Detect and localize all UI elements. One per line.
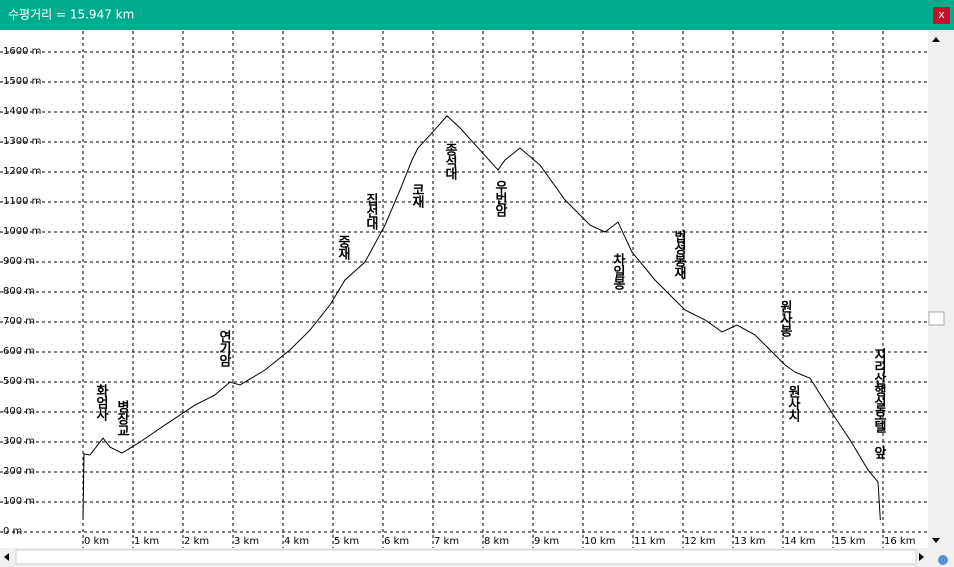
x-tick-label: 2 km: [184, 536, 209, 547]
y-tick-label: 400 m: [3, 406, 35, 417]
y-tick-label: 500 m: [3, 376, 35, 387]
scroll-thumb[interactable]: [928, 311, 945, 326]
x-tick-label: 7 km: [434, 536, 459, 547]
scroll-right[interactable]: [919, 553, 924, 561]
y-tick-label: 0 m: [3, 526, 22, 537]
x-tick-label: 14 km: [784, 536, 815, 547]
x-tick-label: 16 km: [884, 536, 915, 547]
y-tick-label: 200 m: [3, 466, 35, 477]
annotation: 집선대: [363, 193, 378, 229]
y-tick-label: 1000 m: [3, 226, 41, 237]
y-tick-label: 1200 m: [3, 166, 41, 177]
y-tick-label: 1300 m: [3, 136, 41, 147]
annotation: 연기암: [216, 330, 231, 366]
y-tick-label: 900 m: [3, 256, 35, 267]
annotation: 병장교: [114, 400, 129, 436]
annotation: 종석대: [442, 143, 457, 179]
scroll-up[interactable]: [932, 37, 940, 42]
scroll-left[interactable]: [4, 553, 9, 561]
x-tick-label: 15 km: [834, 536, 865, 547]
x-tick-label: 6 km: [384, 536, 409, 547]
scroll-down[interactable]: [932, 538, 940, 543]
y-tick-label: 600 m: [3, 346, 35, 357]
window-title: 수평거리 = 15.947 km: [8, 8, 134, 22]
annotation: 화엄사: [93, 384, 108, 420]
x-tick-label: 0 km: [84, 536, 109, 547]
annotation: 법성봉재: [671, 230, 686, 278]
scroll-track: [15, 549, 917, 565]
y-tick-label: 100 m: [3, 496, 35, 507]
y-tick-label: 1100 m: [3, 196, 41, 207]
x-tick-label: 8 km: [484, 536, 509, 547]
x-tick-label: 12 km: [684, 536, 715, 547]
corner-icon: [938, 555, 948, 565]
close-label: x: [938, 8, 945, 21]
x-tick-label: 9 km: [534, 536, 559, 547]
x-tick-label: 5 km: [334, 536, 359, 547]
x-tick-label: 11 km: [634, 536, 665, 547]
y-tick-label: 300 m: [3, 436, 35, 447]
annotation: 원사치: [785, 385, 800, 421]
annotation: 코재: [409, 183, 424, 207]
x-tick-label: 1 km: [134, 536, 159, 547]
y-tick-label: 1400 m: [3, 106, 41, 117]
close-button[interactable]: [933, 7, 950, 24]
x-tick-label: 10 km: [584, 536, 615, 547]
y-tick-label: 700 m: [3, 316, 35, 327]
annotation: 중재: [335, 235, 350, 259]
y-tick-label: 1600 m: [3, 46, 41, 57]
vertical-scrollbar[interactable]: [928, 30, 954, 548]
annotation: 우번암: [492, 180, 507, 216]
elevation-line: [82, 115, 881, 521]
title-bar: [0, 0, 954, 30]
annotation: 원사봉: [777, 300, 792, 336]
x-tick-label: 13 km: [734, 536, 765, 547]
y-tick-label: 1500 m: [3, 76, 41, 87]
annotation: 지리산행실호텔 앞: [871, 348, 886, 458]
annotation: 차일봉: [610, 253, 625, 289]
x-tick-label: 3 km: [234, 536, 259, 547]
x-tick-label: 4 km: [284, 536, 309, 547]
y-tick-label: 800 m: [3, 286, 35, 297]
